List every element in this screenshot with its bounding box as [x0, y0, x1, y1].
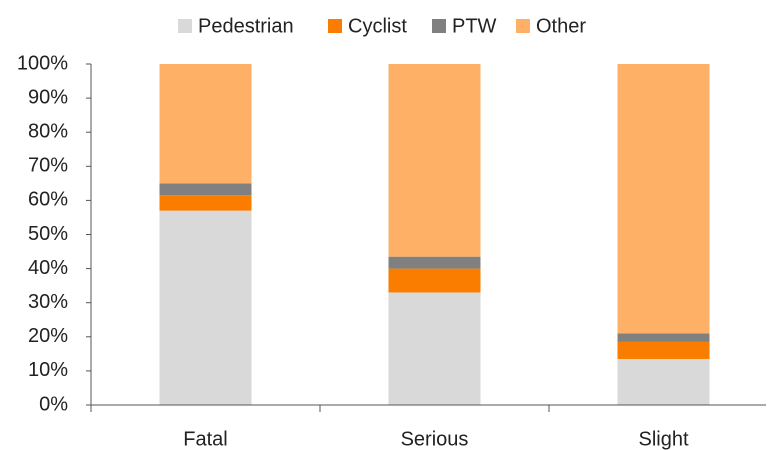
y-tick-label: 80% [28, 120, 68, 142]
bar-segment [159, 195, 252, 211]
legend-swatch [178, 19, 192, 33]
legend-swatch [432, 19, 446, 33]
bar-segment [388, 268, 481, 293]
y-tick-label: 50% [28, 223, 68, 245]
y-tick-label: 30% [28, 291, 68, 313]
bar-segment [617, 333, 710, 342]
y-tick-label: 100% [17, 52, 68, 74]
y-tick-label: 0% [39, 393, 68, 415]
legend-swatch [516, 19, 530, 33]
y-tick-label: 40% [28, 257, 68, 279]
y-tick-label: 60% [28, 189, 68, 211]
bar-segment [617, 341, 710, 359]
x-tick-label: Serious [401, 428, 469, 450]
bar-segment [388, 292, 481, 405]
legend-label: Pedestrian [198, 15, 294, 37]
y-tick-label: 10% [28, 359, 68, 381]
legend-label: PTW [452, 15, 497, 37]
bar-segment [159, 64, 252, 184]
bar-segment [159, 210, 252, 405]
bar-segment [617, 64, 710, 334]
bar-segment [388, 256, 481, 269]
legend-label: Other [536, 15, 586, 37]
bar-segment [388, 64, 481, 257]
legend-swatch [328, 19, 342, 33]
legend-label: Cyclist [348, 15, 407, 37]
x-tick-label: Fatal [183, 428, 227, 450]
y-tick-label: 70% [28, 155, 68, 177]
bar-segment [159, 183, 252, 196]
y-tick-label: 20% [28, 325, 68, 347]
x-tick-label: Slight [638, 428, 688, 450]
y-tick-label: 90% [28, 86, 68, 108]
bar-segment [617, 358, 710, 405]
